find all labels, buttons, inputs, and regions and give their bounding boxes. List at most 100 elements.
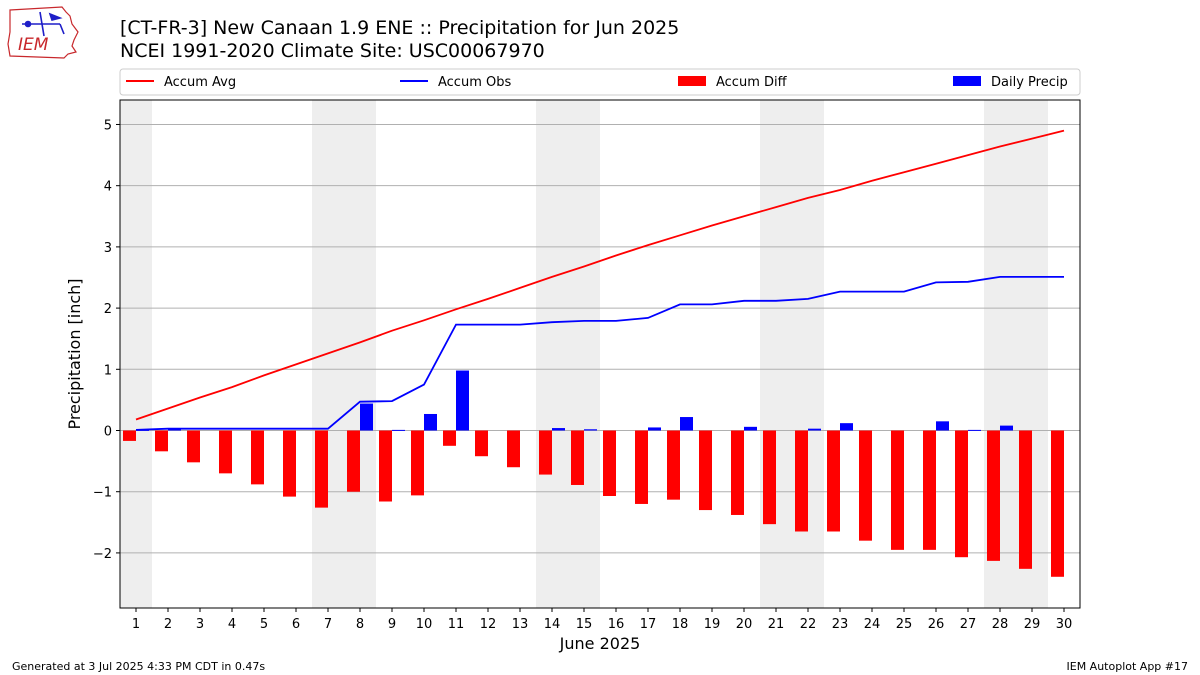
- accum-diff-bar: [827, 430, 840, 532]
- x-tick-label: 1: [132, 617, 140, 632]
- accum-diff-bar: [283, 430, 296, 497]
- daily-precip-bar: [1000, 425, 1013, 431]
- accum-diff-bar: [667, 430, 680, 500]
- accum-diff-bar: [475, 430, 488, 457]
- daily-precip-bar: [552, 428, 565, 431]
- x-tick-label: 10: [416, 617, 433, 632]
- x-tick-label: 17: [640, 617, 657, 632]
- daily-precip-bar: [360, 403, 373, 431]
- weekend-band: [536, 100, 600, 608]
- legend-item: Accum Diff: [678, 75, 788, 90]
- x-tick-label: 6: [292, 617, 300, 632]
- accum-obs-line: [135, 276, 1064, 431]
- accum-diff-bar: [123, 430, 136, 441]
- y-tick-label: 4: [104, 180, 112, 195]
- accum-diff-bar: [603, 430, 616, 496]
- accum-diff-bar: [443, 430, 456, 446]
- y-tick-label: −1: [93, 486, 112, 501]
- generated-note: Generated at 3 Jul 2025 4:33 PM CDT in 0…: [12, 660, 266, 673]
- legend: Accum Avg Accum Obs Accum Diff Daily Precip: [119, 68, 1081, 96]
- x-tick-label: 8: [356, 617, 364, 632]
- daily-precip-bar: [808, 428, 821, 431]
- accum-diff-bar: [635, 430, 648, 504]
- iem-logo: IEM: [7, 6, 79, 59]
- accum-diff-bar: [315, 430, 328, 508]
- daily-precip-bar: [968, 429, 981, 431]
- x-tick-label: 28: [992, 617, 1009, 632]
- x-tick-label: 13: [512, 617, 529, 632]
- legend-label: Accum Diff: [716, 75, 788, 90]
- accum-diff-bar: [411, 430, 424, 496]
- accum-diff-bar: [379, 430, 392, 502]
- y-axis-label: Precipitation [inch]: [65, 278, 84, 429]
- accum-diff-bar: [539, 430, 552, 475]
- y-tick-label: 0: [104, 425, 112, 440]
- x-axis-label: June 2025: [559, 634, 641, 653]
- x-tick-label: 23: [832, 617, 849, 632]
- accum-diff-bar: [731, 430, 744, 515]
- x-tick-label: 2: [164, 617, 172, 632]
- legend-swatch: [953, 76, 981, 86]
- daily-precip-bar: [584, 429, 597, 431]
- weather-station-icon: [22, 11, 65, 37]
- accum-diff-bar: [507, 430, 520, 468]
- weekend-band: [120, 100, 152, 608]
- accum-diff-bar: [219, 430, 232, 474]
- accum-avg-line: [135, 129, 1065, 421]
- x-tick-label: 26: [928, 617, 945, 632]
- x-tick-label: 21: [768, 617, 785, 632]
- x-tick-label: 4: [228, 617, 236, 632]
- accum-diff-bar: [859, 430, 872, 541]
- x-tick-label: 18: [672, 617, 689, 632]
- app-note: IEM Autoplot App #17: [1066, 660, 1189, 673]
- x-tick-label: 14: [544, 617, 561, 632]
- legend-item: Accum Avg: [126, 75, 236, 90]
- x-tick-label: 3: [196, 617, 204, 632]
- y-tick-label: 2: [104, 302, 112, 317]
- accum-diff-bar: [763, 430, 776, 525]
- x-tick-label: 22: [800, 617, 817, 632]
- x-tick-label: 12: [480, 617, 497, 632]
- x-tick-label: 29: [1024, 617, 1041, 632]
- title-line-1: [CT-FR-3] New Canaan 1.9 ENE :: Precipit…: [120, 17, 680, 39]
- daily-precip-bar: [648, 427, 661, 431]
- x-tick-label: 16: [608, 617, 625, 632]
- chart-title: [CT-FR-3] New Canaan 1.9 ENE :: Precipit…: [120, 17, 679, 63]
- x-tick-label: 11: [448, 617, 465, 632]
- daily-precip-bar: [936, 421, 949, 431]
- accum-diff-bar: [347, 430, 360, 492]
- legend-label: Daily Precip: [991, 75, 1068, 90]
- y-tick-label: 3: [104, 241, 112, 256]
- x-tick-label: 27: [960, 617, 977, 632]
- legend-item: Accum Obs: [400, 75, 511, 90]
- x-tick-label: 15: [576, 617, 593, 632]
- accum-diff-bar: [251, 430, 264, 485]
- x-tick-label: 30: [1056, 617, 1073, 632]
- x-tick-label: 19: [704, 617, 721, 632]
- y-tick-label: 5: [104, 118, 112, 133]
- daily-precip-bar: [424, 413, 437, 431]
- daily-precip-bar: [680, 417, 693, 431]
- accum-diff-bar: [955, 430, 968, 558]
- weekend-band: [312, 100, 376, 608]
- x-tick-label: 9: [388, 617, 396, 632]
- legend-label: Accum Obs: [438, 75, 511, 90]
- legend-label: Accum Avg: [164, 75, 236, 90]
- x-tick-label: 5: [260, 617, 268, 632]
- logo-text: IEM: [18, 35, 49, 55]
- accum-diff-bar: [571, 430, 584, 485]
- x-tick-label: 25: [896, 617, 913, 632]
- daily-precip-bar: [456, 370, 469, 431]
- accum-diff-bar: [187, 430, 200, 463]
- legend-swatch: [678, 76, 706, 86]
- x-tick-label: 24: [864, 617, 881, 632]
- daily-precip-bar: [744, 426, 757, 431]
- accum-diff-bar: [891, 430, 904, 550]
- daily-precip-bar: [392, 429, 405, 431]
- accum-diff-bar: [1019, 430, 1032, 569]
- x-tick-label: 7: [324, 617, 332, 632]
- daily-precip-bar: [840, 423, 853, 431]
- accum-diff-bar: [155, 430, 168, 452]
